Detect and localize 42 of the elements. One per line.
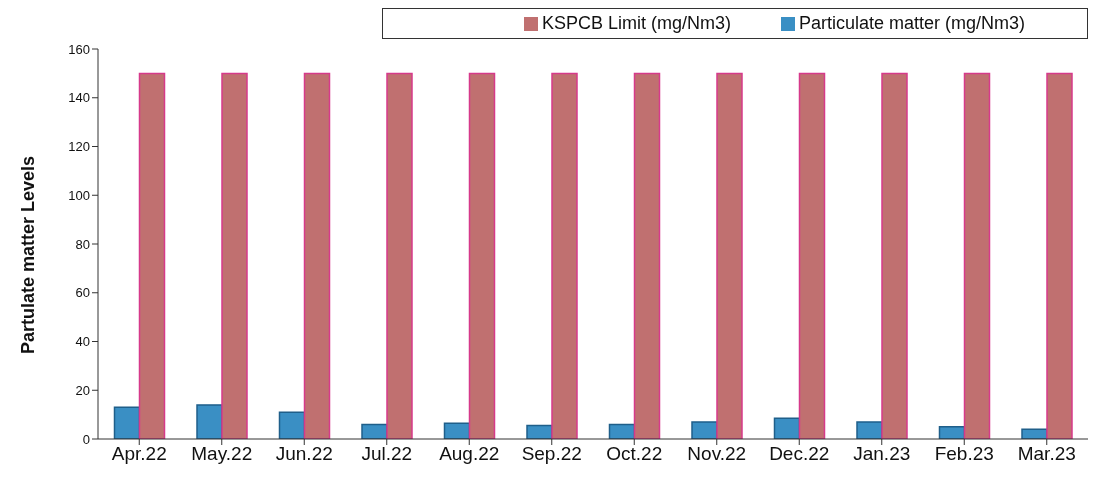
y-tick-label: 140 (68, 90, 90, 106)
x-tick-label: Mar.23 (1017, 443, 1076, 465)
bar (551, 72, 578, 439)
x-tick-label: Sep.22 (521, 443, 582, 465)
bar (881, 72, 908, 439)
bar (303, 72, 331, 439)
legend-label: Particulate matter (mg/Nm3) (798, 13, 1025, 33)
bar (798, 72, 826, 439)
bar (691, 421, 718, 439)
bar (113, 406, 141, 439)
bar (716, 72, 743, 439)
bar (386, 72, 413, 439)
x-tick-label: May.22 (191, 443, 253, 465)
x-tick-label: Oct.22 (606, 443, 663, 465)
x-tick-label: Jul.22 (361, 443, 413, 465)
y-tick-label: 20 (75, 382, 90, 398)
y-tick-label: 80 (75, 236, 90, 252)
bar (856, 421, 883, 439)
x-tick-label: Dec.22 (769, 443, 830, 465)
y-tick-label: 100 (68, 187, 90, 203)
bar (221, 72, 248, 439)
bar (468, 72, 496, 439)
x-tick-label: Feb.23 (934, 443, 994, 465)
x-tick-label: Apr.22 (111, 443, 167, 465)
bar (138, 72, 166, 439)
y-tick-label: 0 (82, 431, 90, 447)
bar (963, 72, 991, 439)
bar (196, 404, 223, 439)
y-tick-label: 120 (68, 139, 90, 155)
legend-label: KSPCB Limit (mg/Nm3) (541, 13, 731, 33)
y-tick-label: 40 (75, 334, 90, 350)
bar (633, 72, 661, 439)
x-tick-label: Nov.22 (687, 443, 747, 465)
x-tick-label: Jan.23 (853, 443, 911, 465)
y-tick-label: 160 (68, 41, 90, 57)
x-tick-label: Jun.22 (275, 443, 333, 465)
y-tick-label: 60 (75, 285, 90, 301)
y-axis-title: Partulate matter Levels (18, 155, 39, 354)
x-tick-label: Aug.22 (439, 443, 500, 465)
bar (443, 422, 471, 439)
bar (1046, 72, 1073, 439)
bar (278, 411, 306, 439)
